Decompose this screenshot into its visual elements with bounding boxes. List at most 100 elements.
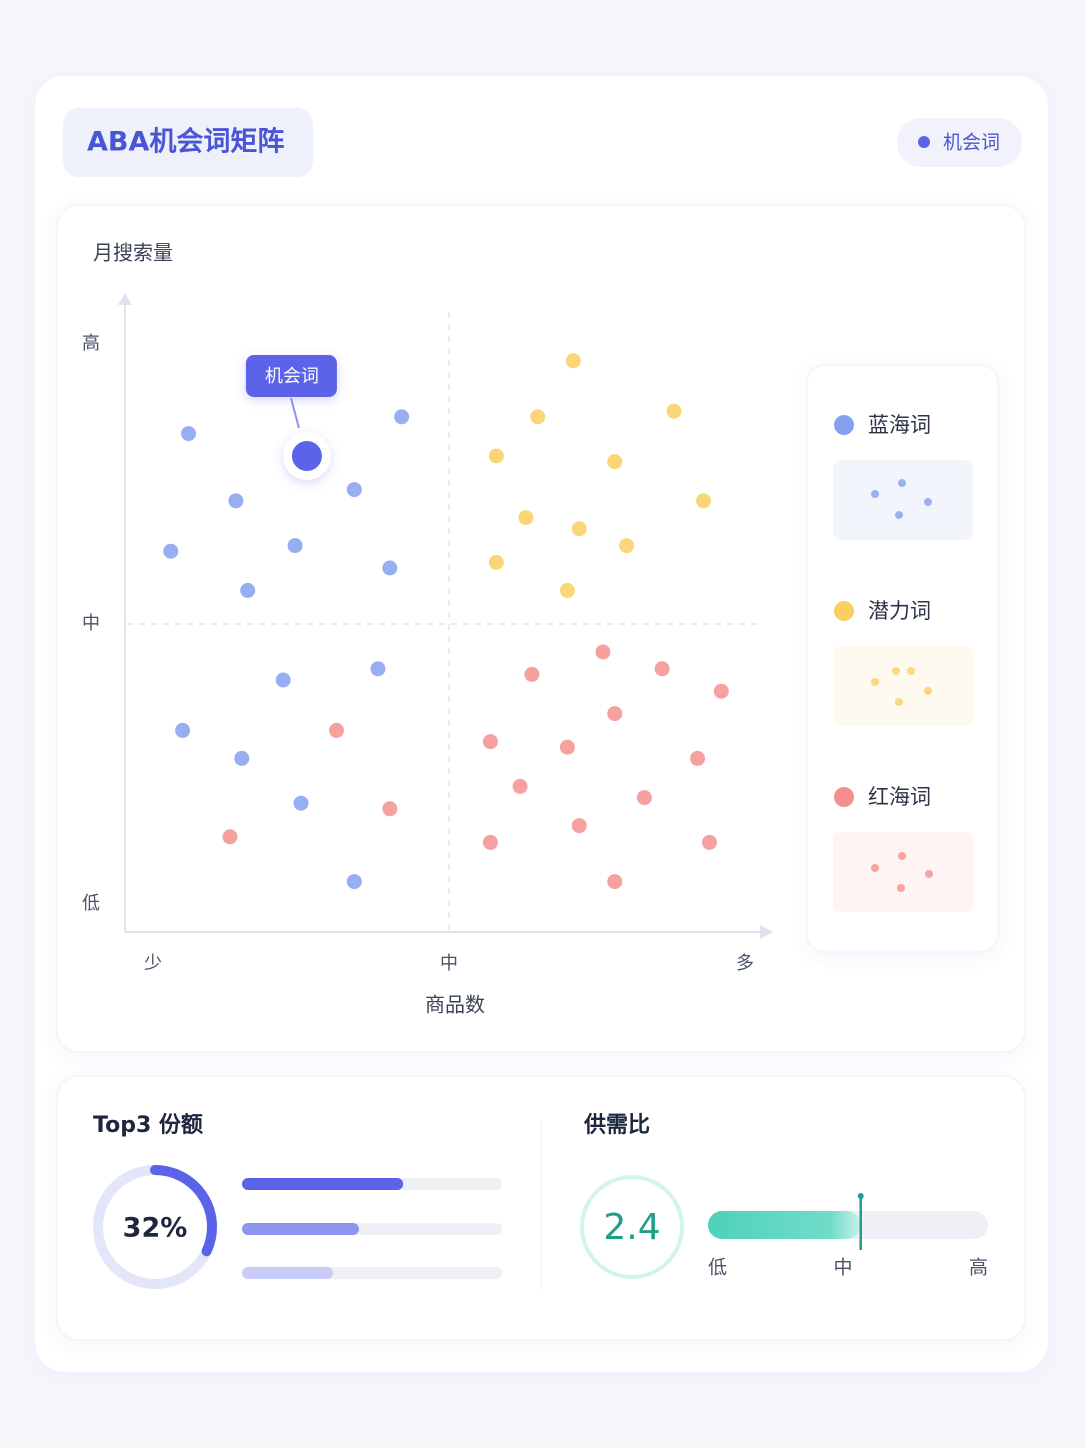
point[interactable]: [701, 834, 717, 850]
ratio-title: 供需比: [583, 1112, 650, 1138]
point[interactable]: [636, 790, 652, 806]
point[interactable]: [559, 739, 575, 755]
callout-stem: [290, 397, 300, 429]
point[interactable]: [234, 750, 250, 766]
y-tick-label: 低: [82, 893, 100, 914]
x-arrow: [760, 925, 773, 939]
point[interactable]: [524, 666, 540, 682]
bar: [242, 1223, 359, 1235]
point[interactable]: [228, 493, 244, 509]
gauge-fill: [708, 1211, 861, 1239]
legend-thumb: [833, 832, 973, 912]
point[interactable]: [654, 661, 670, 677]
thumb-dot: [895, 698, 903, 706]
legend-label: 潜力词: [868, 599, 931, 623]
point[interactable]: [163, 543, 179, 559]
point[interactable]: [666, 403, 682, 419]
y-axis-title: 月搜索量: [93, 241, 173, 265]
donut-label: 32%: [123, 1213, 188, 1244]
thumb-dot: [898, 852, 906, 860]
point[interactable]: [690, 750, 706, 766]
legend-panel: [806, 364, 999, 953]
callout-label: 机会词: [265, 366, 319, 387]
title: ABA机会词矩阵: [87, 127, 284, 158]
legend-label: 红海词: [868, 785, 931, 809]
y-tick-label: 高: [82, 333, 100, 354]
point[interactable]: [571, 521, 587, 537]
point[interactable]: [240, 582, 256, 598]
thumb-dot: [897, 884, 905, 892]
point[interactable]: [488, 554, 504, 570]
point[interactable]: [275, 672, 291, 688]
share-title: Top3 份额: [93, 1113, 203, 1138]
point[interactable]: [382, 560, 398, 576]
point[interactable]: [607, 454, 623, 470]
thumb-dot: [871, 490, 879, 498]
thumb-dot: [924, 498, 932, 506]
bar: [242, 1267, 333, 1279]
callout: [245, 355, 337, 397]
title-pill: [63, 108, 313, 177]
point[interactable]: [346, 874, 362, 890]
legend-pill-dot: [918, 136, 930, 148]
thumb-dot: [924, 687, 932, 695]
point[interactable]: [696, 493, 712, 509]
x-tick-label: 少: [144, 953, 162, 974]
legend-pill[interactable]: [897, 118, 1022, 167]
point[interactable]: [346, 482, 362, 498]
point[interactable]: [565, 353, 581, 369]
point[interactable]: [291, 441, 322, 471]
gauge-tick-label: 中: [833, 1257, 852, 1279]
gauge-tick-label: 低: [708, 1257, 727, 1279]
legend-dot: [834, 787, 854, 807]
chart-panel: [56, 204, 1026, 1053]
legend-thumb: [833, 646, 973, 726]
legend-dot: [834, 601, 854, 621]
x-tick-label: 多: [736, 953, 754, 974]
donut-arc: [150, 1165, 217, 1257]
bar: [242, 1178, 404, 1190]
point[interactable]: [287, 538, 303, 554]
thumb-dot: [871, 864, 879, 872]
point[interactable]: [370, 661, 386, 677]
legend-dot: [834, 415, 854, 435]
point[interactable]: [530, 409, 546, 425]
y-tick-label: 中: [82, 613, 100, 634]
point[interactable]: [482, 734, 498, 750]
point[interactable]: [512, 778, 528, 794]
thumb-dot: [871, 678, 879, 686]
point[interactable]: [571, 818, 587, 834]
thumb-dot: [925, 870, 933, 878]
ratio-ring: [580, 1175, 684, 1279]
legend-label: 蓝海词: [868, 413, 931, 437]
point[interactable]: [175, 722, 191, 738]
legend-thumb: [833, 460, 973, 540]
point[interactable]: [394, 409, 410, 425]
point[interactable]: [559, 582, 575, 598]
gauge-tick-label: 高: [969, 1257, 988, 1279]
point[interactable]: [607, 874, 623, 890]
x-axis-title: 商品数: [425, 993, 485, 1017]
thumb-dot: [898, 479, 906, 487]
point[interactable]: [488, 448, 504, 464]
point[interactable]: [293, 795, 309, 811]
point[interactable]: [382, 801, 398, 817]
point[interactable]: [619, 538, 635, 554]
gauge-marker-cap: [857, 1193, 864, 1199]
legend-pill-label: 机会词: [943, 132, 1000, 154]
point[interactable]: [607, 706, 623, 722]
x-tick-label: 中: [440, 953, 458, 974]
point[interactable]: [482, 834, 498, 850]
point[interactable]: [713, 683, 729, 699]
y-arrow: [118, 293, 132, 305]
point[interactable]: [181, 426, 197, 442]
point[interactable]: [329, 722, 345, 738]
thumb-dot: [907, 667, 915, 675]
point[interactable]: [518, 510, 534, 526]
point[interactable]: [222, 829, 238, 845]
point[interactable]: [595, 644, 611, 660]
thumb-dot: [895, 511, 903, 519]
ratio-value: 2.4: [603, 1207, 660, 1248]
